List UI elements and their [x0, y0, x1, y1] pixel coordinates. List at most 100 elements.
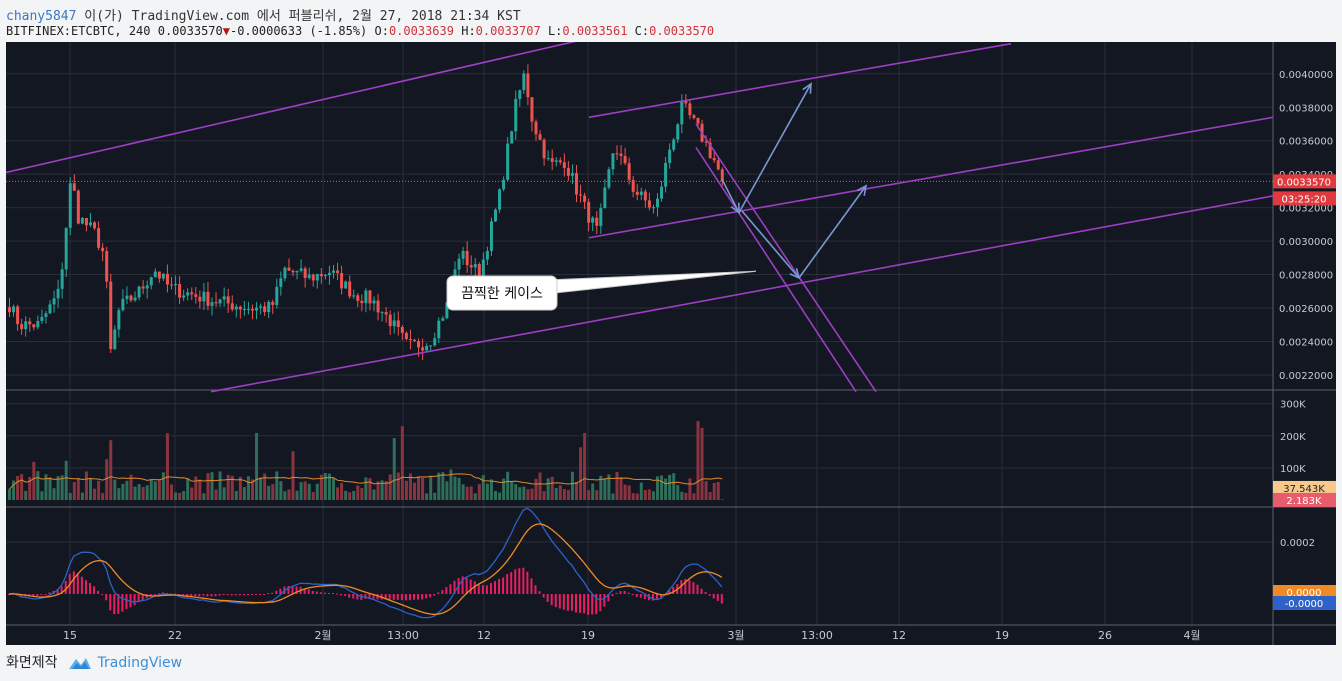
arrow-line [738, 83, 812, 214]
volume-bar [453, 476, 457, 500]
candle-body [327, 272, 331, 276]
candle-body [234, 306, 238, 310]
candle-body [380, 312, 384, 314]
macd-histogram-bar [202, 594, 205, 596]
volume-bar [643, 490, 647, 500]
volume-bar [372, 489, 376, 500]
volume-bar [510, 481, 514, 500]
annotation-callout[interactable]: 끔찍한 케이스 [446, 270, 757, 311]
price-axis[interactable] [1273, 42, 1336, 645]
volume-bar [425, 493, 429, 500]
volume-bar [623, 484, 627, 500]
candle-body [157, 271, 161, 279]
macd-histogram-bar [514, 569, 517, 594]
candle-body [93, 222, 97, 229]
volume-tick-label: 100K [1280, 464, 1306, 475]
macd-tick-label: 0.0002 [1280, 538, 1315, 549]
macd-histogram-bar [635, 594, 638, 598]
candle-body [518, 90, 522, 99]
candle-body [202, 291, 206, 302]
time-tick-label: 19 [581, 629, 595, 642]
volume-bar [708, 492, 712, 500]
macd-histogram-bar [165, 593, 168, 595]
candle-body [591, 217, 595, 223]
volume-bar [457, 477, 461, 500]
macd-histogram-bar [242, 594, 245, 596]
volume-bar [607, 474, 611, 500]
volume-bar [692, 493, 696, 500]
macd-histogram-bar [311, 590, 314, 594]
macd-histogram-bar [591, 594, 594, 615]
arrow-line [721, 178, 740, 214]
macd-histogram-bar [356, 594, 359, 600]
volume-bar [380, 480, 384, 500]
tradingview-link[interactable]: TradingView [97, 655, 183, 671]
volume-bar [186, 478, 190, 500]
volume-bar [396, 472, 400, 500]
macd-histogram-bar [413, 594, 415, 600]
candle-body [376, 300, 380, 313]
macd-histogram-bar [583, 594, 586, 614]
volume-bar [125, 480, 129, 500]
macd-histogram-bar [494, 581, 496, 594]
volume-bar [619, 477, 623, 500]
candle-body [704, 141, 708, 143]
macd-histogram-bar [36, 594, 39, 596]
candle-body [40, 316, 44, 321]
volume-bar [283, 491, 287, 500]
volume-bar [178, 492, 182, 500]
arrow-line [798, 185, 867, 279]
candle-body [68, 183, 72, 228]
author-link[interactable]: chany5847 [6, 9, 77, 24]
volume-bar [538, 472, 542, 500]
volume-bar [579, 447, 583, 500]
volume-bar [651, 491, 655, 500]
candle-body [485, 250, 489, 260]
candle-body [506, 143, 510, 180]
volume-bar [485, 483, 489, 500]
channel-drawings[interactable] [6, 42, 1274, 393]
macd-histogram-bar [279, 588, 282, 594]
arrow-drawings[interactable] [721, 82, 868, 280]
macd-histogram-bar [238, 594, 241, 596]
candle-body [72, 183, 76, 191]
candle-body [230, 303, 234, 310]
macd-histogram-bar [263, 594, 266, 595]
macd-histogram-bar [506, 574, 509, 594]
candle-body [190, 292, 194, 295]
candle-body [664, 162, 668, 187]
candle-body [651, 207, 655, 209]
macd-histogram-bar [194, 594, 197, 597]
macd-histogram-bar [510, 572, 513, 594]
candle-body [542, 139, 546, 159]
candle-body [510, 131, 514, 144]
candle-body [97, 228, 101, 248]
macd-histogram-bar [631, 594, 634, 596]
time-tick-label: 13:00 [387, 629, 419, 642]
volume-bar [105, 459, 109, 500]
candle-body [76, 190, 80, 224]
candle-body [356, 295, 360, 301]
volume-bar [481, 475, 485, 500]
candle-body [692, 115, 696, 119]
macd-histogram-bar [530, 578, 533, 594]
candle-body [660, 186, 664, 199]
macd-histogram-bar [522, 567, 525, 594]
open-value: 0.0033639 [388, 24, 454, 38]
macd-histogram-bar [611, 594, 614, 597]
candle-body [311, 274, 315, 281]
volume-bar [356, 485, 360, 500]
macd-histogram-bar [340, 594, 343, 596]
candle-body [174, 284, 178, 286]
volume-bar [360, 488, 364, 500]
price-chart[interactable]: 끔찍한 케이스 0.0040000 0.0038000 0.0036000 0.003… [6, 42, 1336, 645]
macd-histogram-bar [267, 593, 270, 595]
candle-body [579, 194, 583, 196]
volume-bar [656, 476, 659, 500]
macd-histogram-bar [32, 594, 35, 597]
candle-body [392, 320, 396, 327]
symbol-info: BITFINEX:ETCBTC, 240 0.0033570▼-0.000063… [6, 24, 714, 38]
candle-body [117, 310, 121, 330]
volume-bar [336, 487, 340, 500]
macd-histogram-bar [388, 594, 391, 601]
